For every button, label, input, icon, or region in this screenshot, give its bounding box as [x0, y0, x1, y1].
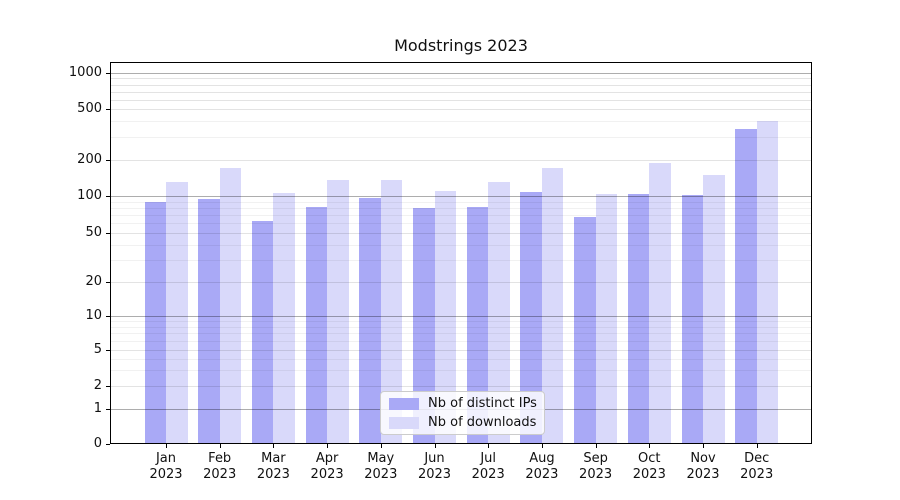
y-tick-label: 1000 [68, 65, 102, 80]
x-tick-label: Jan 2023 [149, 451, 183, 482]
x-tick-mark [380, 444, 382, 448]
x-tick-label: Sep 2023 [579, 451, 613, 482]
y-tick-label: 1 [93, 401, 102, 416]
x-tick-mark [166, 444, 167, 448]
chart-title: Modstrings 2023 [394, 36, 528, 55]
legend-swatch-distinct-ips [389, 397, 419, 410]
x-tick-mark [703, 444, 704, 448]
y-tick-label: 100 [77, 188, 102, 203]
legend-label-distinct-ips: Nb of distinct IPs [428, 396, 537, 411]
y-tick-label: 10 [85, 308, 102, 323]
y-tick-label: 20 [85, 274, 102, 289]
x-tick-label: Apr 2023 [310, 451, 344, 482]
y-tick-mark [106, 444, 110, 445]
y-tick-label: 50 [85, 225, 102, 240]
x-tick-label: Dec 2023 [740, 451, 774, 482]
x-tick-label: May 2023 [364, 451, 398, 482]
x-tick-mark [649, 444, 651, 448]
x-tick-mark [595, 444, 597, 448]
plot-area [110, 62, 812, 444]
x-tick-label: Feb 2023 [203, 451, 237, 482]
legend-swatch-downloads [389, 416, 419, 429]
x-tick-mark [219, 444, 221, 448]
x-tick-label: Nov 2023 [686, 451, 720, 482]
legend-label-downloads: Nb of downloads [428, 415, 537, 430]
x-tick-mark [541, 444, 543, 448]
x-tick-mark [327, 444, 329, 448]
y-tick-label: 200 [77, 152, 102, 167]
x-tick-label: Oct 2023 [632, 451, 666, 482]
legend-row-distinct-ips: Nb of distinct IPs [389, 396, 537, 411]
x-tick-mark [434, 444, 436, 448]
y-tick-label: 2 [93, 378, 102, 393]
legend-row-downloads: Nb of downloads [389, 415, 536, 430]
x-tick-mark [488, 444, 490, 448]
legend: Nb of distinct IPs Nb of downloads [380, 391, 545, 435]
x-tick-label: Aug 2023 [525, 451, 559, 482]
x-tick-label: Jul 2023 [471, 451, 505, 482]
x-tick-mark [756, 444, 758, 448]
y-tick-label: 500 [77, 101, 102, 116]
x-tick-label: Jun 2023 [417, 451, 452, 482]
x-tick-mark [273, 444, 275, 448]
x-tick-label: Mar 2023 [256, 451, 290, 482]
y-tick-label: 0 [93, 436, 102, 451]
y-tick-label: 5 [93, 342, 102, 357]
